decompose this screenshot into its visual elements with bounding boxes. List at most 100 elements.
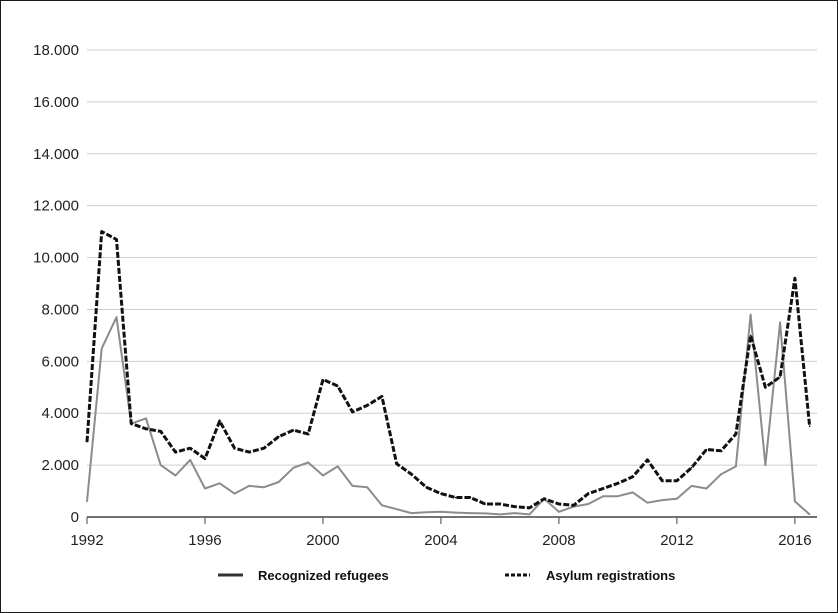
data-point <box>617 482 619 485</box>
data-point <box>100 347 103 350</box>
data-point <box>130 422 133 425</box>
data-point <box>159 430 162 433</box>
data-point <box>705 487 708 490</box>
data-point <box>115 238 118 241</box>
data-point <box>381 395 383 398</box>
data-point <box>617 495 619 498</box>
y-axis-tick-labels: 0 2.000 4.000 6.000 8.000 10.000 12.000 14.000 1… <box>33 42 79 526</box>
data-point <box>410 473 413 475</box>
data-point <box>425 511 427 514</box>
data-point <box>513 505 516 508</box>
y-tick-label: 14.000 <box>33 146 79 163</box>
x-tick-label: 2008 <box>542 532 575 549</box>
data-point <box>263 486 265 488</box>
data-point <box>145 427 147 430</box>
series-lines <box>85 230 812 516</box>
y-tick-label: 16.000 <box>33 94 79 111</box>
y-tick-label: 8.000 <box>41 301 79 318</box>
legend-label-asylum-registrations: Asylum registrations <box>546 568 675 583</box>
data-point <box>808 425 811 427</box>
y-tick-label: 10.000 <box>33 250 79 267</box>
data-point <box>292 466 295 469</box>
data-point <box>646 459 649 461</box>
data-point <box>646 501 649 504</box>
data-point <box>661 479 663 482</box>
data-point <box>440 511 442 513</box>
data-point <box>159 464 162 466</box>
data-point <box>366 404 369 407</box>
data-point <box>705 448 708 451</box>
x-axis-tick-labels: 1992 1996 2000 2004 2008 2012 2016 <box>70 532 811 549</box>
data-point <box>322 474 324 477</box>
data-point <box>720 450 722 452</box>
data-point <box>263 447 265 450</box>
data-point <box>395 463 398 465</box>
data-point <box>764 464 767 466</box>
data-point <box>764 386 767 389</box>
gridlines <box>86 49 817 524</box>
data-point <box>336 385 339 387</box>
data-point <box>86 440 88 443</box>
data-point <box>292 429 295 431</box>
data-point <box>676 498 678 500</box>
data-point <box>454 496 457 499</box>
data-point <box>233 492 236 495</box>
data-point <box>174 474 177 477</box>
series-line-recognized-refugees <box>86 313 811 516</box>
data-point <box>513 512 516 514</box>
legend-label-recognized-refugees: Recognized refugees <box>258 568 389 583</box>
data-point <box>735 465 737 468</box>
data-point <box>499 503 501 505</box>
x-tick-label: 2000 <box>306 532 339 549</box>
y-tick-label: 18.000 <box>33 42 79 59</box>
x-tick-label: 1996 <box>188 532 221 549</box>
x-tick-label: 2016 <box>778 532 811 549</box>
data-point <box>558 511 560 513</box>
x-tick-label: 2004 <box>424 532 457 549</box>
data-point <box>779 321 781 324</box>
data-point <box>631 475 634 478</box>
data-point <box>440 492 442 495</box>
data-point <box>277 481 280 483</box>
data-point <box>720 473 722 475</box>
y-tick-label: 0 <box>71 509 79 526</box>
data-point <box>779 376 781 378</box>
data-point <box>307 461 310 464</box>
x-tick-label: 2012 <box>660 532 693 549</box>
data-point <box>277 435 280 438</box>
data-point <box>174 451 177 453</box>
data-point <box>204 487 206 490</box>
data-point <box>484 503 486 505</box>
data-point <box>794 500 796 503</box>
data-point <box>587 492 590 495</box>
data-point <box>602 487 604 490</box>
y-tick-label: 2.000 <box>41 457 79 474</box>
data-point <box>528 507 531 509</box>
series-line-asylum-registrations <box>85 230 812 510</box>
data-point <box>543 498 545 500</box>
data-point <box>749 313 752 316</box>
data-point <box>661 499 663 501</box>
data-point <box>690 485 693 487</box>
data-point <box>469 512 472 514</box>
data-point <box>602 495 604 498</box>
data-point <box>100 230 103 233</box>
data-point <box>322 378 324 381</box>
data-point <box>189 447 192 450</box>
data-point <box>528 513 531 516</box>
data-point <box>351 485 354 487</box>
data-point <box>351 411 354 413</box>
data-point <box>469 496 472 499</box>
data-point <box>454 511 457 514</box>
data-point <box>189 459 192 461</box>
data-point <box>307 433 310 435</box>
data-point <box>204 457 206 460</box>
data-point <box>233 447 236 450</box>
data-point <box>572 504 575 507</box>
data-point <box>410 512 413 514</box>
data-point <box>558 503 560 505</box>
data-point <box>218 482 221 485</box>
legend: Recognized refugees Asylum registrations <box>218 568 675 583</box>
data-point <box>676 479 678 482</box>
